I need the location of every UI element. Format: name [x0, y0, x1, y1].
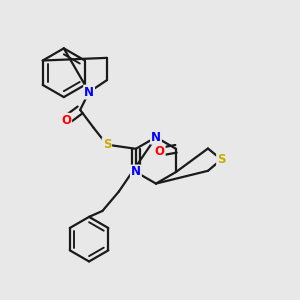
Text: N: N [131, 166, 141, 178]
Text: S: S [103, 138, 111, 151]
Text: S: S [217, 153, 226, 166]
Text: N: N [151, 131, 161, 144]
Text: N: N [84, 85, 94, 98]
Text: O: O [155, 145, 165, 158]
Text: O: O [61, 114, 71, 127]
